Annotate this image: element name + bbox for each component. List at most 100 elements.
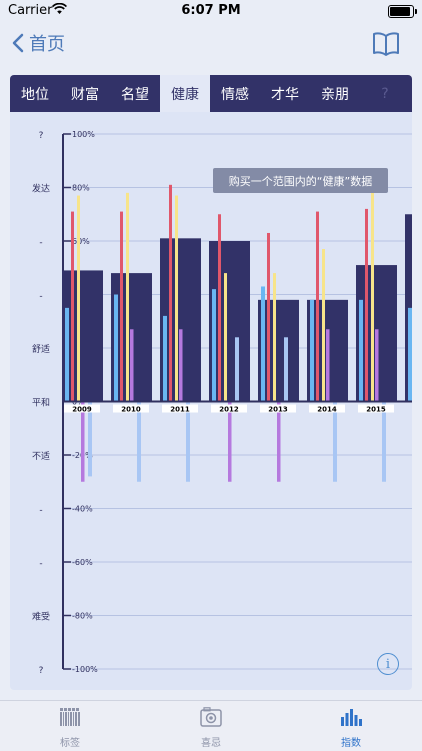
y-tick-label: 80% <box>72 184 90 193</box>
tab-5[interactable]: 才华 <box>271 86 299 103</box>
y-tick-label: -60% <box>72 558 93 567</box>
bar-yellow <box>175 195 178 402</box>
y-level-label: 不适 <box>32 451 50 462</box>
info-icon[interactable]: i <box>377 653 399 675</box>
bar-red <box>120 211 123 402</box>
y-level-label: 平和 <box>32 398 50 409</box>
bar-blue <box>114 294 118 402</box>
carrier-label: Carrier <box>8 3 53 18</box>
bar-blue <box>212 289 216 402</box>
category-label: 2013 <box>268 406 288 414</box>
category-label-bg <box>162 404 198 413</box>
tab-likes-label: 喜忌 <box>201 738 221 749</box>
y-level-label: - <box>39 238 42 248</box>
bar-yellow <box>126 192 129 402</box>
tab-7[interactable]: ? <box>381 85 389 102</box>
tab-2[interactable]: 名望 <box>121 86 149 103</box>
category-label-bg <box>358 404 394 413</box>
bar-yellow <box>77 195 80 402</box>
tab-index-label: 指数 <box>341 738 361 749</box>
category-label: 2012 <box>219 406 239 414</box>
tab-0[interactable]: 地位 <box>21 86 49 103</box>
bar-blue <box>408 307 412 402</box>
bar-purple <box>81 401 85 482</box>
tab-3[interactable]: 健康 <box>160 75 210 112</box>
bar-purple <box>130 329 134 402</box>
bar-purple <box>228 401 232 482</box>
y-tick-label: -40% <box>72 505 93 514</box>
bar-lightblue <box>88 401 92 477</box>
tab-likes[interactable]: 喜忌 <box>161 707 261 749</box>
y-level-label: - <box>39 506 42 516</box>
bar-lightblue <box>235 337 239 402</box>
category-label: 2014 <box>317 406 337 414</box>
category-label-bg <box>211 404 247 413</box>
book-icon[interactable] <box>372 31 400 57</box>
bar-lightblue <box>186 401 190 482</box>
category-label: 2009 <box>72 406 92 414</box>
barcode-icon <box>60 708 80 726</box>
y-tick-label: 60% <box>72 237 90 246</box>
y-level-label: ? <box>39 666 44 676</box>
bar-yellow <box>224 273 227 402</box>
category-label-bg <box>260 404 296 413</box>
bar-red <box>218 214 221 402</box>
tab-tags-label: 标签 <box>60 738 80 749</box>
bar-blue <box>359 299 363 402</box>
bar-red <box>169 184 172 402</box>
bar-purple <box>375 329 379 402</box>
y-level-label: 难受 <box>32 611 50 623</box>
y-tick-label: -100% <box>72 665 98 674</box>
bar-lightblue <box>137 401 141 482</box>
bar-yellow <box>322 249 325 402</box>
bar-purple <box>277 401 281 482</box>
chevron-left-icon <box>12 33 24 53</box>
y-level-label: - <box>39 292 42 302</box>
y-tick-label: 100% <box>72 130 95 139</box>
bar-red <box>316 211 319 402</box>
bar-blue <box>261 286 265 402</box>
buy-data-button[interactable]: 购买一个范围内的“健康”数据 <box>213 168 388 193</box>
category-label: 2015 <box>366 406 386 414</box>
y-level-label: 舒适 <box>32 343 50 355</box>
category-tabs: 地位 财富 名望 健康 情感 才华 亲朋? <box>10 75 412 112</box>
tab-1[interactable]: 财富 <box>71 86 99 103</box>
category-label-bg <box>309 404 345 413</box>
wifi-icon <box>52 3 67 14</box>
tab-tags[interactable]: 标签 <box>20 707 120 749</box>
bar-lightblue <box>284 337 288 402</box>
bar-yellow <box>371 184 374 402</box>
tab-6[interactable]: 亲朋 <box>321 86 349 103</box>
status-bar: Carrier 6:07 PM <box>0 0 422 22</box>
bar-purple <box>179 329 183 402</box>
camera-icon <box>200 707 222 727</box>
bar-red <box>71 211 74 402</box>
category-label-bg <box>113 404 149 413</box>
bar-red <box>267 232 270 402</box>
bar-yellow <box>273 273 276 402</box>
y-level-label: 发达 <box>32 183 50 195</box>
bar-blue <box>65 307 69 402</box>
battery-icon <box>388 5 417 18</box>
category-label-bg <box>64 404 100 413</box>
y-level-label: - <box>39 559 42 569</box>
bar-chart-icon <box>341 709 362 726</box>
bar-blue <box>310 299 314 402</box>
back-button[interactable]: 首页 <box>12 30 65 56</box>
bar-blue <box>163 315 167 402</box>
back-label: 首页 <box>29 34 65 55</box>
bar-lightblue <box>333 401 337 482</box>
bar-lightblue <box>382 401 386 482</box>
category-label: 2011 <box>170 406 190 414</box>
y-level-label: ? <box>39 131 44 141</box>
chart-canvas: 100%?80%发达60%-40%-20%舒适0%平和-20%不适-40%--6… <box>32 130 412 676</box>
health-chart: 100%?80%发达60%-40%-20%舒适0%平和-20%不适-40%--6… <box>10 112 412 690</box>
bar-purple <box>326 329 330 402</box>
tab-bar: 标签 喜忌 指数 <box>0 700 422 751</box>
category-label: 2010 <box>121 406 141 414</box>
clock: 6:07 PM <box>181 3 241 18</box>
tab-index[interactable]: 指数 <box>301 707 401 749</box>
navigation-bar: 首页 <box>0 22 422 66</box>
tab-4[interactable]: 情感 <box>221 86 249 103</box>
